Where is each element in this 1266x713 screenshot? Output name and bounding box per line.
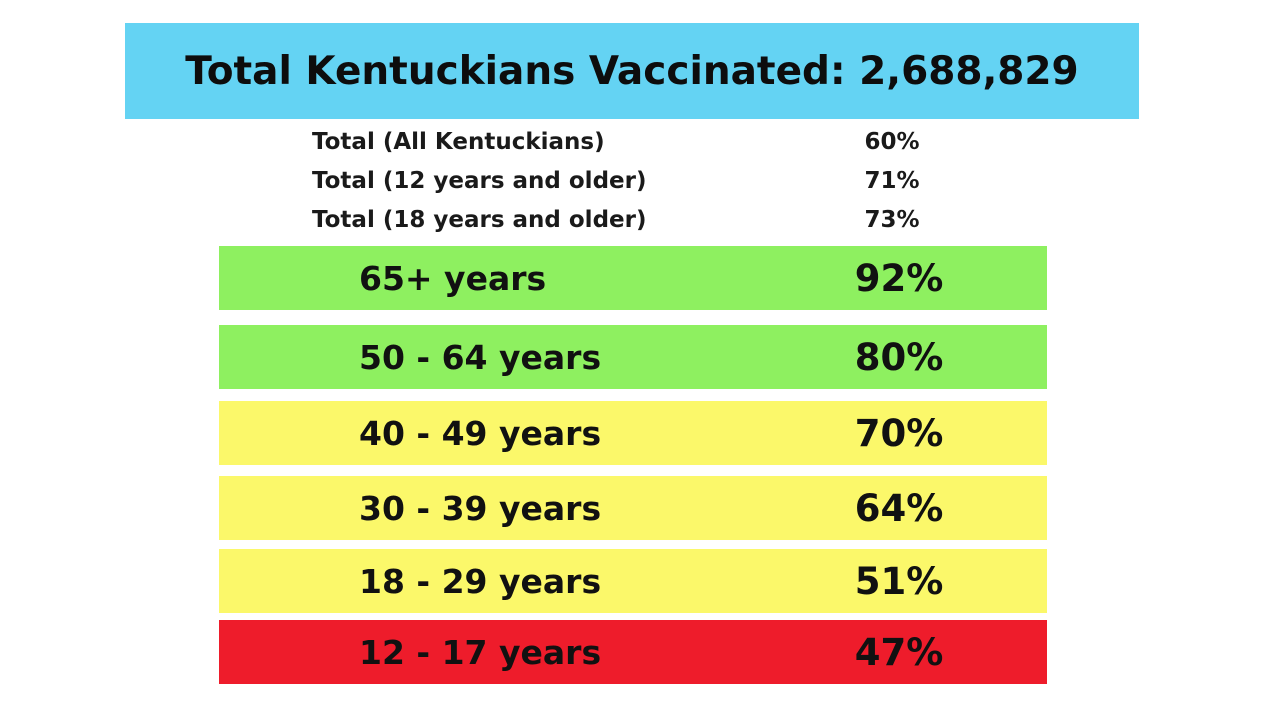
age-group-bar: 12 - 17 years 47% — [219, 620, 1047, 684]
summary-value: 73% — [864, 207, 920, 233]
age-group-percent: 51% — [854, 559, 944, 603]
title-banner: Total Kentuckians Vaccinated: 2,688,829 — [125, 23, 1139, 119]
age-group-bar: 50 - 64 years 80% — [219, 325, 1047, 389]
age-group-label: 18 - 29 years — [359, 561, 602, 601]
age-group-percent: 92% — [854, 256, 944, 300]
age-group-label: 50 - 64 years — [359, 337, 602, 377]
age-group-label: 30 - 39 years — [359, 488, 602, 528]
summary-label: Total (18 years and older) — [312, 207, 647, 233]
page-title: Total Kentuckians Vaccinated: 2,688,829 — [185, 48, 1079, 94]
age-group-bar: 65+ years 92% — [219, 246, 1047, 310]
age-group-bar: 40 - 49 years 70% — [219, 401, 1047, 465]
summary-row: Total (All Kentuckians) 60% — [312, 124, 932, 160]
age-group-label: 12 - 17 years — [359, 632, 602, 672]
age-group-bar: 30 - 39 years 64% — [219, 476, 1047, 540]
summary-label: Total (12 years and older) — [312, 168, 647, 194]
summary-label: Total (All Kentuckians) — [312, 129, 605, 155]
summary-row: Total (12 years and older) 71% — [312, 163, 932, 199]
age-group-percent: 64% — [854, 486, 944, 530]
age-group-percent: 70% — [854, 411, 944, 455]
summary-value: 71% — [864, 168, 920, 194]
age-group-percent: 47% — [854, 630, 944, 674]
summary-row: Total (18 years and older) 73% — [312, 202, 932, 238]
age-group-label: 65+ years — [359, 258, 547, 298]
age-group-bar: 18 - 29 years 51% — [219, 549, 1047, 613]
age-group-percent: 80% — [854, 335, 944, 379]
age-group-label: 40 - 49 years — [359, 413, 602, 453]
summary-value: 60% — [864, 129, 920, 155]
